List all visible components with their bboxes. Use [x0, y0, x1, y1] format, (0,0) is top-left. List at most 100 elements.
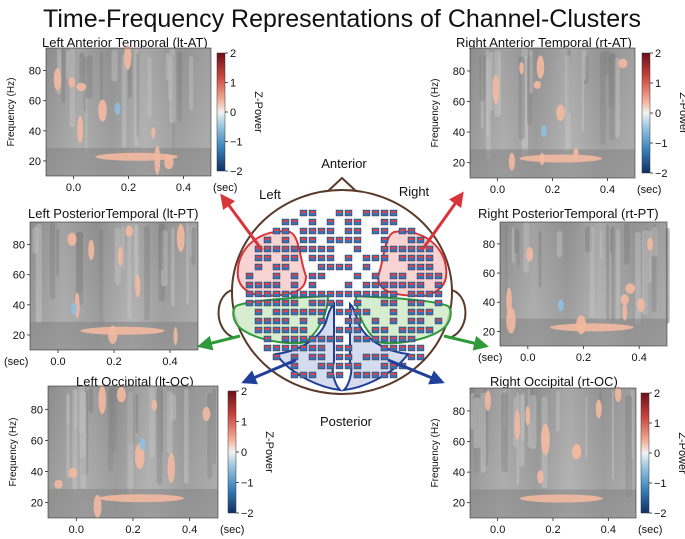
- channel-tile: [290, 326, 299, 334]
- colorbar-tick-label: 0: [655, 108, 661, 120]
- channel-tile: [317, 335, 326, 343]
- colorbar-label: Z-Power: [677, 92, 685, 134]
- channel-tile: [308, 254, 317, 262]
- channel-tile-mark: [310, 229, 315, 231]
- arrow-lt-at: [220, 193, 264, 251]
- channel-tile-mark: [310, 301, 315, 303]
- channel-tile-mark: [355, 301, 360, 303]
- y-tick-label: 20: [29, 156, 41, 168]
- channel-tile: [344, 281, 353, 289]
- channel-tile: [299, 308, 308, 316]
- panel-title: Right Occipital (rt-OC): [490, 374, 618, 389]
- panel-lt-at: Left Anterior Temporal (lt-AT)20406080Fr…: [6, 35, 264, 194]
- channel-tile-mark: [256, 283, 261, 285]
- channel-tile: [407, 308, 416, 316]
- y-tick-label: 80: [31, 404, 43, 416]
- channel-tile: [317, 272, 326, 280]
- y-tick-label: 60: [13, 270, 25, 282]
- channel-tile: [389, 218, 398, 226]
- time-unit-label: (sec): [213, 182, 237, 194]
- channel-tile-mark: [310, 310, 315, 312]
- channel-tile-mark: [292, 346, 297, 348]
- channel-tile-mark: [292, 301, 297, 303]
- colorbar-tick-label: −2: [654, 508, 667, 520]
- power-blob-positive: [95, 152, 178, 161]
- power-blob-positive: [151, 127, 156, 139]
- channel-tile-mark: [310, 274, 315, 276]
- channel-tile-mark: [337, 310, 342, 312]
- channel-tile-mark: [310, 292, 315, 294]
- channel-tile-mark: [274, 355, 279, 357]
- channel-tile-mark: [355, 274, 360, 276]
- channel-tile-mark: [310, 373, 315, 375]
- x-tick-label: 0.2: [545, 184, 560, 196]
- channel-tile-mark: [265, 301, 270, 303]
- channel-tile: [416, 317, 425, 325]
- channel-tile-mark: [373, 355, 378, 357]
- channel-tile: [326, 299, 335, 307]
- channel-tile: [416, 326, 425, 334]
- channel-tile: [281, 263, 290, 271]
- channel-tile: [290, 335, 299, 343]
- channel-tile-mark: [373, 211, 378, 213]
- head-label-right: Right: [399, 184, 430, 199]
- channel-tile: [335, 362, 344, 370]
- channel-tile: [317, 317, 326, 325]
- channel-tile: [362, 371, 371, 379]
- channel-tile: [371, 335, 380, 343]
- channel-tile-mark: [319, 364, 324, 366]
- channel-tile-mark: [301, 328, 306, 330]
- channel-tile: [353, 290, 362, 298]
- channel-tile-mark: [310, 346, 315, 348]
- channel-tile: [326, 371, 335, 379]
- y-tick-label: 40: [453, 467, 465, 479]
- channel-tile-mark: [427, 292, 432, 294]
- channel-tile: [371, 227, 380, 235]
- colorbar-tick-label: 0: [230, 107, 236, 119]
- channel-tile: [272, 227, 281, 235]
- figure-title: Time-Frequency Representations of Channe…: [43, 5, 641, 33]
- channel-tile: [425, 326, 434, 334]
- channel-tile: [434, 317, 443, 325]
- channel-tile-mark: [301, 310, 306, 312]
- channel-tile-mark: [319, 310, 324, 312]
- channel-tile: [353, 362, 362, 370]
- channel-tile: [416, 272, 425, 280]
- channel-tile-mark: [292, 364, 297, 366]
- channel-tile: [371, 281, 380, 289]
- channel-tile: [254, 299, 263, 307]
- power-blob-positive: [618, 58, 628, 69]
- channel-tile: [281, 317, 290, 325]
- head-diagram: Anterior Left Right Posterior: [217, 156, 467, 429]
- channel-tile: [263, 326, 272, 334]
- channel-tile: [299, 371, 308, 379]
- channel-tile: [335, 308, 344, 316]
- panel-lt-oc: Left Occipital (lt-OC)20406080Frequency …: [8, 374, 275, 536]
- channel-tile: [362, 290, 371, 298]
- channel-tile: [380, 299, 389, 307]
- y-tick-label: 60: [453, 97, 465, 109]
- channel-tile-mark: [364, 283, 369, 285]
- power-blob-positive: [536, 55, 545, 79]
- colorbar-tick-label: −2: [241, 508, 254, 520]
- y-tick-label: 20: [453, 498, 465, 510]
- channel-tile: [254, 263, 263, 271]
- channel-tile-mark: [400, 247, 405, 249]
- channel-tile-mark: [274, 346, 279, 348]
- channel-tile: [407, 326, 416, 334]
- channel-tile-mark: [328, 229, 333, 231]
- channel-tile: [254, 290, 263, 298]
- channel-tile-mark: [418, 238, 423, 240]
- channel-tile: [245, 290, 254, 298]
- channel-tile-mark: [328, 238, 333, 240]
- time-unit-label: (sec): [4, 356, 28, 368]
- channel-tile: [434, 272, 443, 280]
- channel-tile-mark: [418, 301, 423, 303]
- channel-tile-mark: [418, 355, 423, 357]
- colorbar-tick-label: 0: [241, 447, 247, 459]
- channel-tile: [335, 209, 344, 217]
- power-blob-positive: [620, 294, 629, 305]
- panel-rt-pt: Right PosteriorTemporal (rt-PT) 20 40 60 80 0…: [478, 206, 670, 364]
- channel-tile: [380, 353, 389, 361]
- channel-tile-mark: [364, 292, 369, 294]
